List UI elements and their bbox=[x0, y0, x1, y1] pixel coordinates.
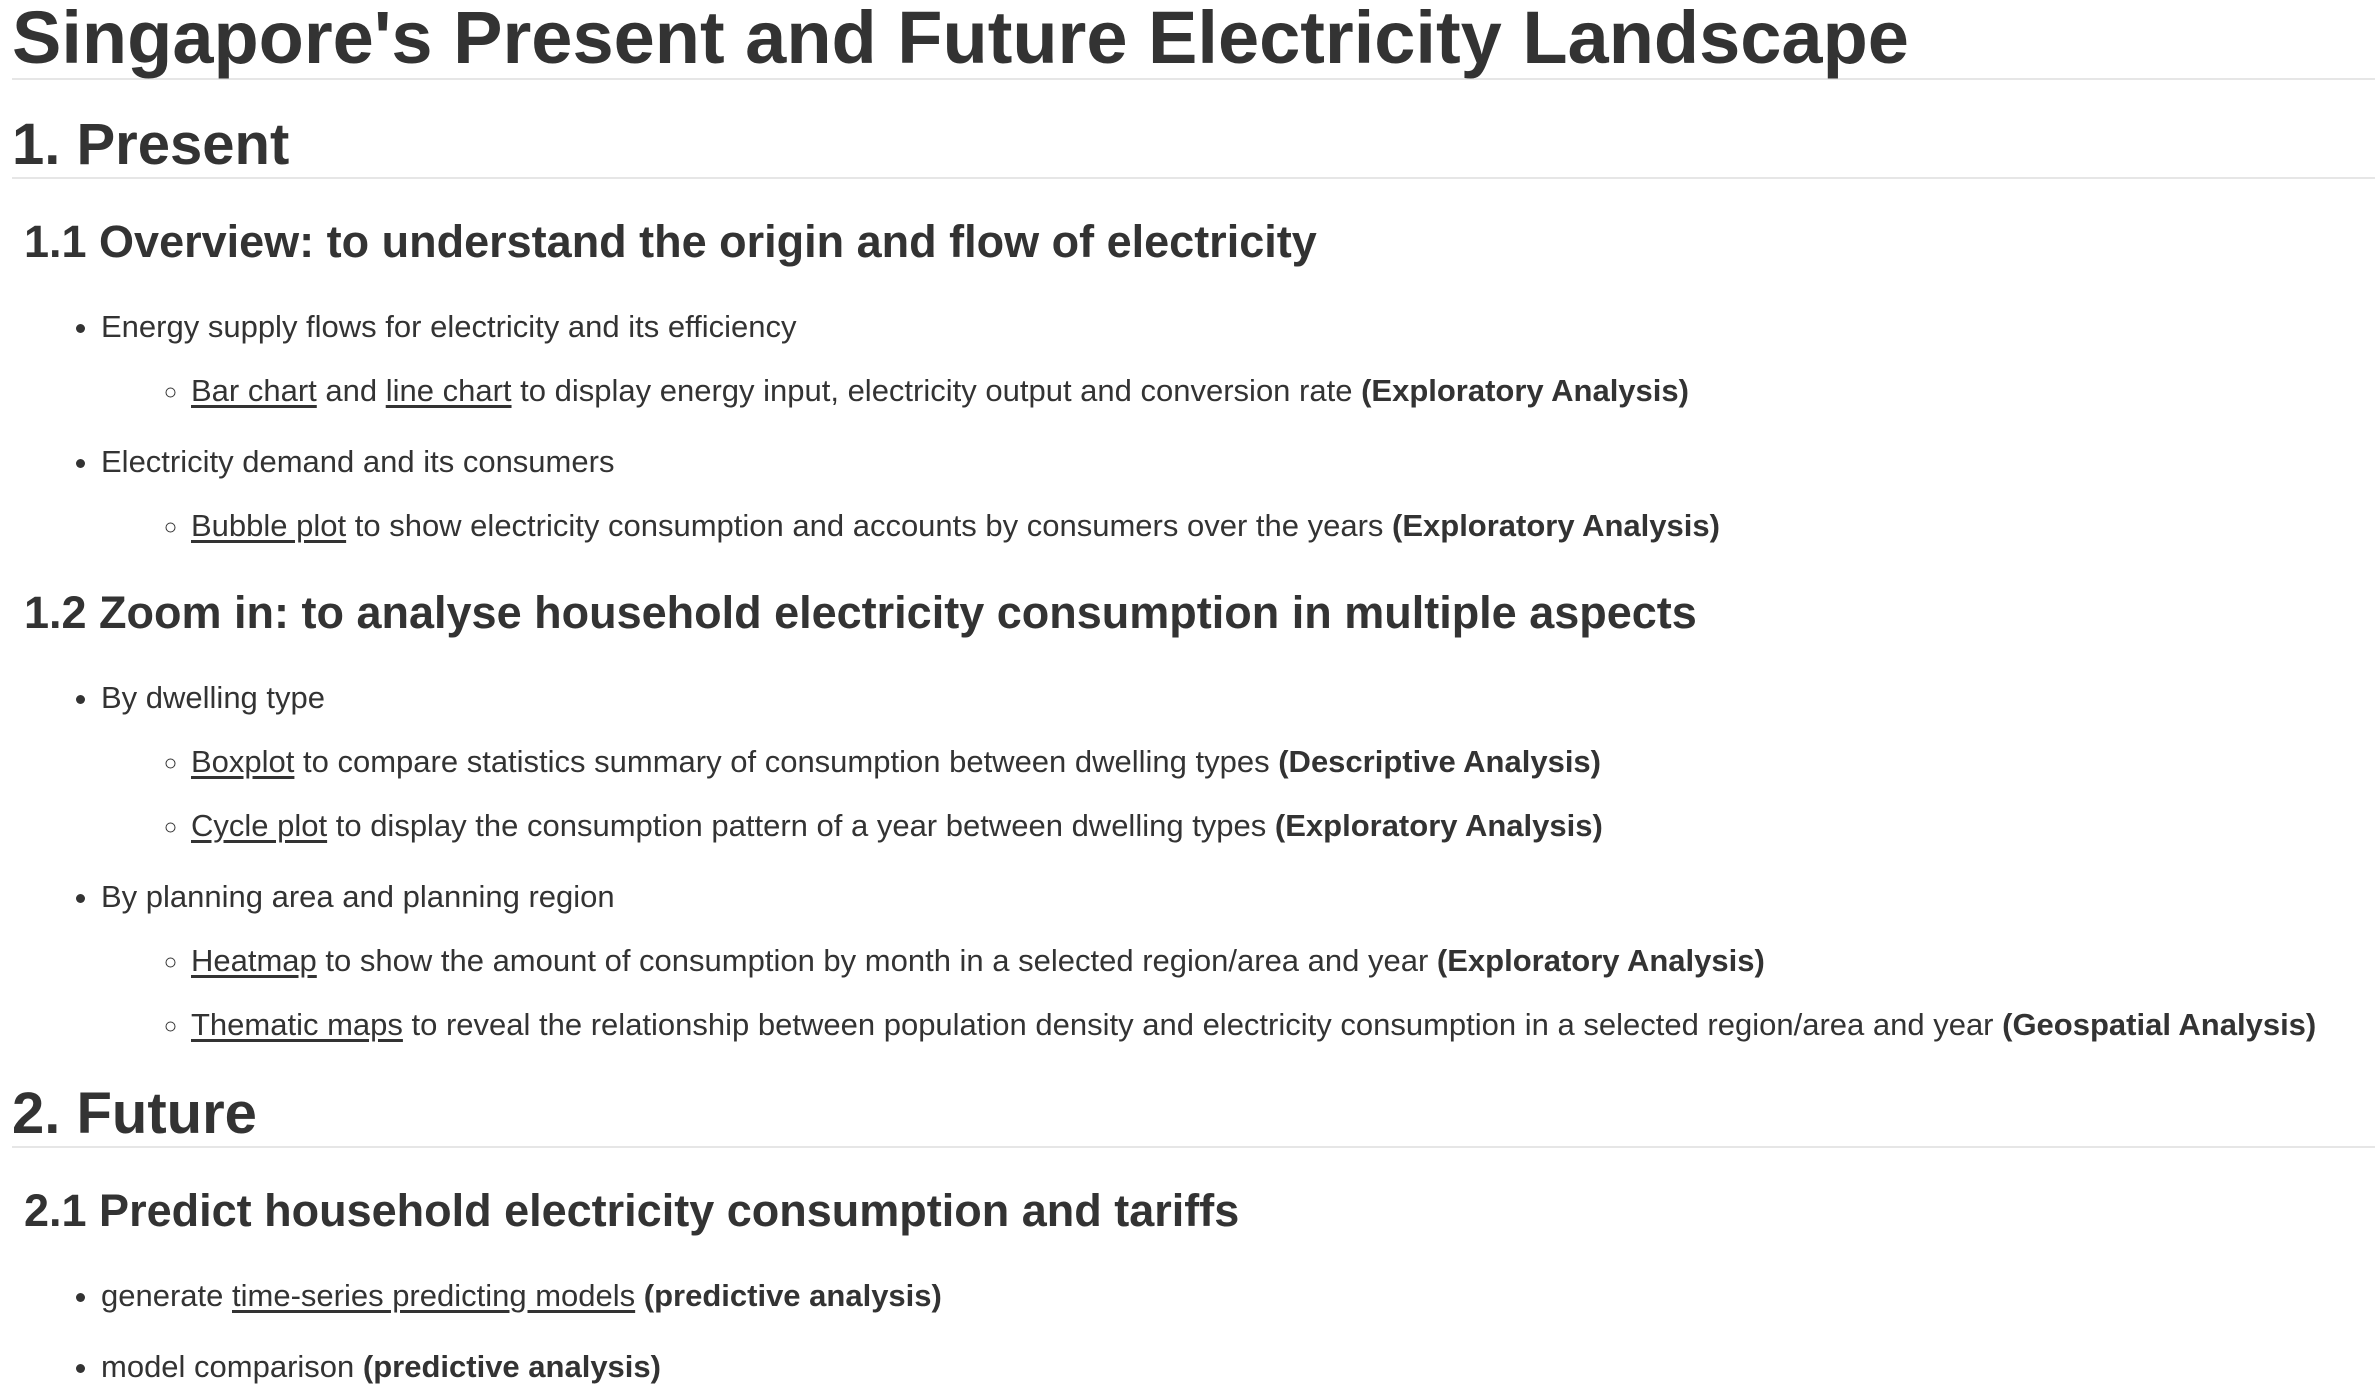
link[interactable]: Bubble plot bbox=[191, 508, 347, 543]
sub-item: Boxplot to compare statistics summary of… bbox=[191, 738, 2375, 786]
analysis-type: (Exploratory Analysis) bbox=[1436, 943, 1765, 978]
text: to reveal the relationship between popul… bbox=[402, 1007, 2003, 1042]
link[interactable]: Heatmap bbox=[191, 943, 317, 978]
content: 1. Present 1.1 Overview: to understand th… bbox=[12, 113, 2375, 1391]
bullet-item: By dwelling type Boxplot to compare stati… bbox=[101, 674, 2375, 850]
link[interactable]: Thematic maps bbox=[191, 1007, 403, 1042]
sub-list: Bubble plot to show electricity consumpt… bbox=[101, 502, 2375, 550]
sub-item: Cycle plot to display the consumption pa… bbox=[191, 802, 2375, 850]
subsection-heading: 1.1 Overview: to understand the origin a… bbox=[24, 216, 1317, 267]
bullet-item: Electricity demand and its consumers Bubb… bbox=[101, 438, 2375, 550]
bullet-item: Energy supply flows for electricity and … bbox=[101, 303, 2375, 415]
sub-item: Heatmap to show the amount of consumptio… bbox=[191, 937, 2375, 985]
sub-list: Heatmap to show the amount of consumptio… bbox=[101, 937, 2375, 1049]
text: to show the amount of consumption by mon… bbox=[316, 943, 1437, 978]
bullet-item: By planning area and planning region Heat… bbox=[101, 873, 2375, 1049]
analysis-type: (Exploratory Analysis) bbox=[1392, 508, 1720, 543]
bullet-list: generate time-series predicting models (… bbox=[12, 1272, 2375, 1391]
section-heading: 2. Future bbox=[12, 1082, 2375, 1148]
text: generate bbox=[101, 1278, 232, 1313]
subsection-heading: 2.1 Predict household electricity consum… bbox=[24, 1185, 1240, 1236]
bullet-item: model comparison (predictive analysis) bbox=[101, 1343, 2375, 1391]
link[interactable]: Boxplot bbox=[191, 744, 295, 779]
bullet-list: By dwelling type Boxplot to compare stati… bbox=[12, 674, 2375, 1049]
text: to display energy input, electricity out… bbox=[511, 373, 1362, 408]
item-text: By dwelling type bbox=[101, 680, 326, 715]
analysis-type: (Descriptive Analysis) bbox=[1278, 744, 1601, 779]
sub-item: Bar chart and line chart to display ener… bbox=[191, 367, 2375, 415]
analysis-type: (predictive analysis) bbox=[643, 1278, 942, 1313]
link[interactable]: time-series predicting models bbox=[232, 1278, 636, 1313]
analysis-type: (predictive analysis) bbox=[362, 1349, 661, 1384]
text: and bbox=[316, 373, 386, 408]
link[interactable]: Cycle plot bbox=[191, 808, 328, 843]
page-title: Singapore's Present and Future Electrici… bbox=[12, 0, 2375, 80]
text: model comparison bbox=[101, 1349, 363, 1384]
text bbox=[635, 1278, 644, 1313]
text: to compare statistics summary of consump… bbox=[294, 744, 1279, 779]
link[interactable]: Bar chart bbox=[191, 373, 317, 408]
sub-item: Thematic maps to reveal the relationship… bbox=[191, 1001, 2375, 1049]
item-text: By planning area and planning region bbox=[101, 879, 615, 914]
bullet-item: generate time-series predicting models (… bbox=[101, 1272, 2375, 1320]
analysis-type: (Exploratory Analysis) bbox=[1361, 373, 1689, 408]
analysis-type: (Exploratory Analysis) bbox=[1274, 808, 1603, 843]
link[interactable]: line chart bbox=[385, 373, 512, 408]
bullet-list: Energy supply flows for electricity and … bbox=[12, 303, 2375, 550]
sub-item: Bubble plot to show electricity consumpt… bbox=[191, 502, 2375, 550]
item-text: Electricity demand and its consumers bbox=[101, 444, 615, 479]
subsection-heading: 1.2 Zoom in: to analyse household electr… bbox=[24, 587, 1697, 638]
analysis-type: (Geospatial Analysis) bbox=[2002, 1007, 2317, 1042]
text: to display the consumption pattern of a … bbox=[327, 808, 1275, 843]
section-heading: 1. Present bbox=[12, 113, 2375, 179]
sub-list: Bar chart and line chart to display ener… bbox=[101, 367, 2375, 415]
sub-list: Boxplot to compare statistics summary of… bbox=[101, 738, 2375, 850]
text: to show electricity consumption and acco… bbox=[346, 508, 1393, 543]
item-text: Energy supply flows for electricity and … bbox=[101, 309, 797, 344]
